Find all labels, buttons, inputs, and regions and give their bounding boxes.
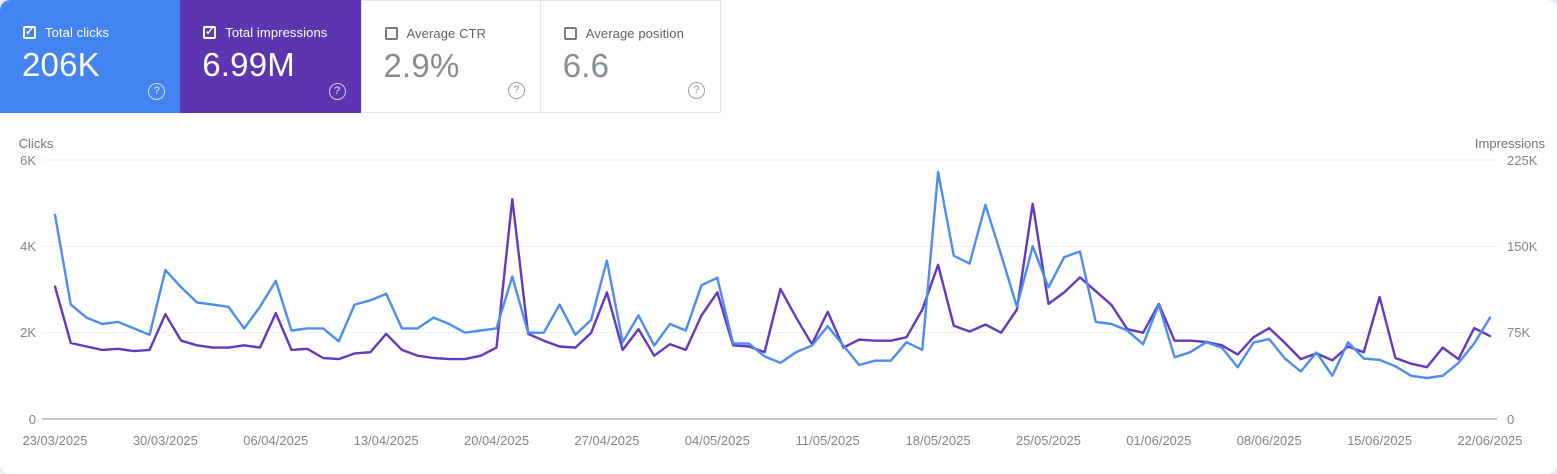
x-tick-label: 13/04/2025 [353, 433, 419, 448]
y-tick-label: 150K [1507, 238, 1538, 254]
x-tick-label: 30/03/2025 [132, 433, 198, 448]
x-tick-label: 18/05/2025 [905, 433, 971, 448]
card-average-ctr-value: 2.9% [383, 47, 460, 84]
checkbox-average-ctr[interactable] [384, 27, 398, 40]
card-average-position-value: 6.6 [562, 47, 610, 84]
checkbox-average-position[interactable] [563, 27, 577, 40]
card-average-ctr[interactable]: Average CTR 2.9% ? [360, 0, 541, 113]
help-icon[interactable]: ? [328, 83, 346, 100]
card-total-impressions-value: 6.99M [202, 46, 295, 83]
help-icon[interactable]: ? [688, 82, 705, 99]
card-total-impressions[interactable]: ✓ Total impressions 6.99M ? [180, 0, 361, 113]
help-icon[interactable]: ? [148, 83, 166, 100]
y-tick-label: 4K [20, 238, 36, 254]
x-tick-label: 22/06/2025 [1457, 433, 1523, 448]
x-tick-label: 20/04/2025 [463, 433, 530, 448]
y-tick-label: 0 [28, 411, 36, 427]
card-total-clicks[interactable]: ✓ Total clicks 206K ? [0, 0, 181, 113]
card-total-clicks-value: 206K [22, 46, 100, 83]
card-average-position[interactable]: Average position 6.6 ? [540, 0, 721, 113]
checkbox-total-clicks[interactable]: ✓ [23, 26, 36, 39]
x-tick-label: 15/06/2025 [1347, 433, 1413, 448]
x-tick-label: 04/05/2025 [684, 433, 750, 448]
help-icon[interactable]: ? [507, 82, 525, 99]
left-axis-title: Clicks [18, 136, 54, 151]
x-tick-label: 27/04/2025 [574, 433, 640, 448]
total-clicks-line[interactable] [53, 170, 1492, 380]
x-tick-label: 01/06/2025 [1126, 433, 1192, 448]
card-total-clicks-label: Total clicks [45, 25, 110, 40]
x-tick-label: 08/06/2025 [1236, 433, 1302, 448]
checkbox-total-impressions[interactable]: ✓ [203, 26, 217, 39]
right-axis-title: Impressions [1474, 136, 1545, 151]
y-tick-label: 0 [1507, 411, 1515, 427]
y-tick-label: 2K [20, 325, 36, 341]
x-tick-label: 23/03/2025 [22, 433, 88, 448]
x-tick-label: 25/05/2025 [1015, 433, 1081, 448]
y-tick-label: 6K [20, 152, 36, 168]
card-average-position-label: Average position [585, 26, 684, 41]
card-average-ctr-label: Average CTR [406, 26, 487, 41]
card-total-impressions-label: Total impressions [225, 25, 328, 40]
x-tick-label: 11/05/2025 [795, 433, 860, 448]
x-tick-label: 06/04/2025 [243, 433, 309, 448]
metric-cards-row: ✓ Total clicks 206K ? ✓ Total impression… [0, 0, 721, 113]
y-tick-label: 75K [1507, 325, 1531, 341]
y-tick-label: 225K [1507, 152, 1538, 168]
total-impressions-line[interactable] [53, 197, 1492, 369]
